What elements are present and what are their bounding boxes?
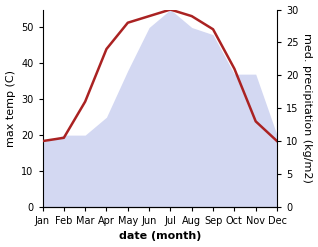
Y-axis label: med. precipitation (kg/m2): med. precipitation (kg/m2) (302, 33, 313, 183)
Y-axis label: max temp (C): max temp (C) (5, 70, 16, 147)
X-axis label: date (month): date (month) (119, 231, 201, 242)
